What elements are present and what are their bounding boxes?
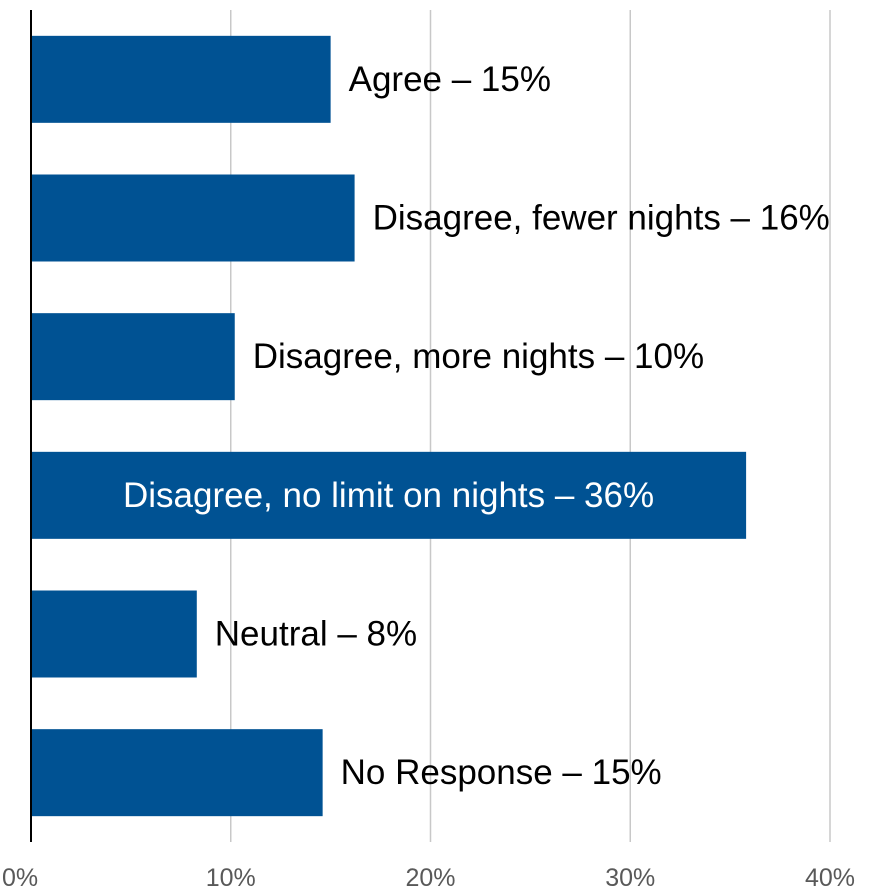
x-tick-labels: 0% 10% 20% 30% 40% — [2, 864, 855, 892]
x-tick-label-0: 0% — [2, 864, 38, 892]
bar-labels: Agree – 15% Disagree, fewer nights – 16% D… — [123, 60, 830, 792]
bar-label-3: Disagree, no limit on nights – 36% — [123, 476, 654, 515]
bar-label-2: Disagree, more nights – 10% — [253, 337, 704, 376]
bar-1 — [31, 174, 355, 262]
bar-label-5: No Response – 15% — [341, 753, 662, 792]
bars — [31, 35, 747, 817]
bar-label-0: Agree – 15% — [349, 60, 551, 99]
bar-0 — [31, 35, 331, 123]
x-tick-label-40: 40% — [805, 864, 855, 892]
x-tick-label-30: 30% — [605, 864, 655, 892]
bar-2 — [31, 313, 235, 401]
x-tick-label-10: 10% — [206, 864, 256, 892]
bar-5 — [31, 729, 323, 817]
bar-4 — [31, 590, 197, 678]
bar-label-4: Neutral – 8% — [215, 615, 417, 654]
gridlines — [230, 10, 831, 842]
bar-3 — [31, 451, 747, 539]
bar-label-1: Disagree, fewer nights – 16% — [373, 199, 830, 238]
x-tick-label-20: 20% — [405, 864, 455, 892]
